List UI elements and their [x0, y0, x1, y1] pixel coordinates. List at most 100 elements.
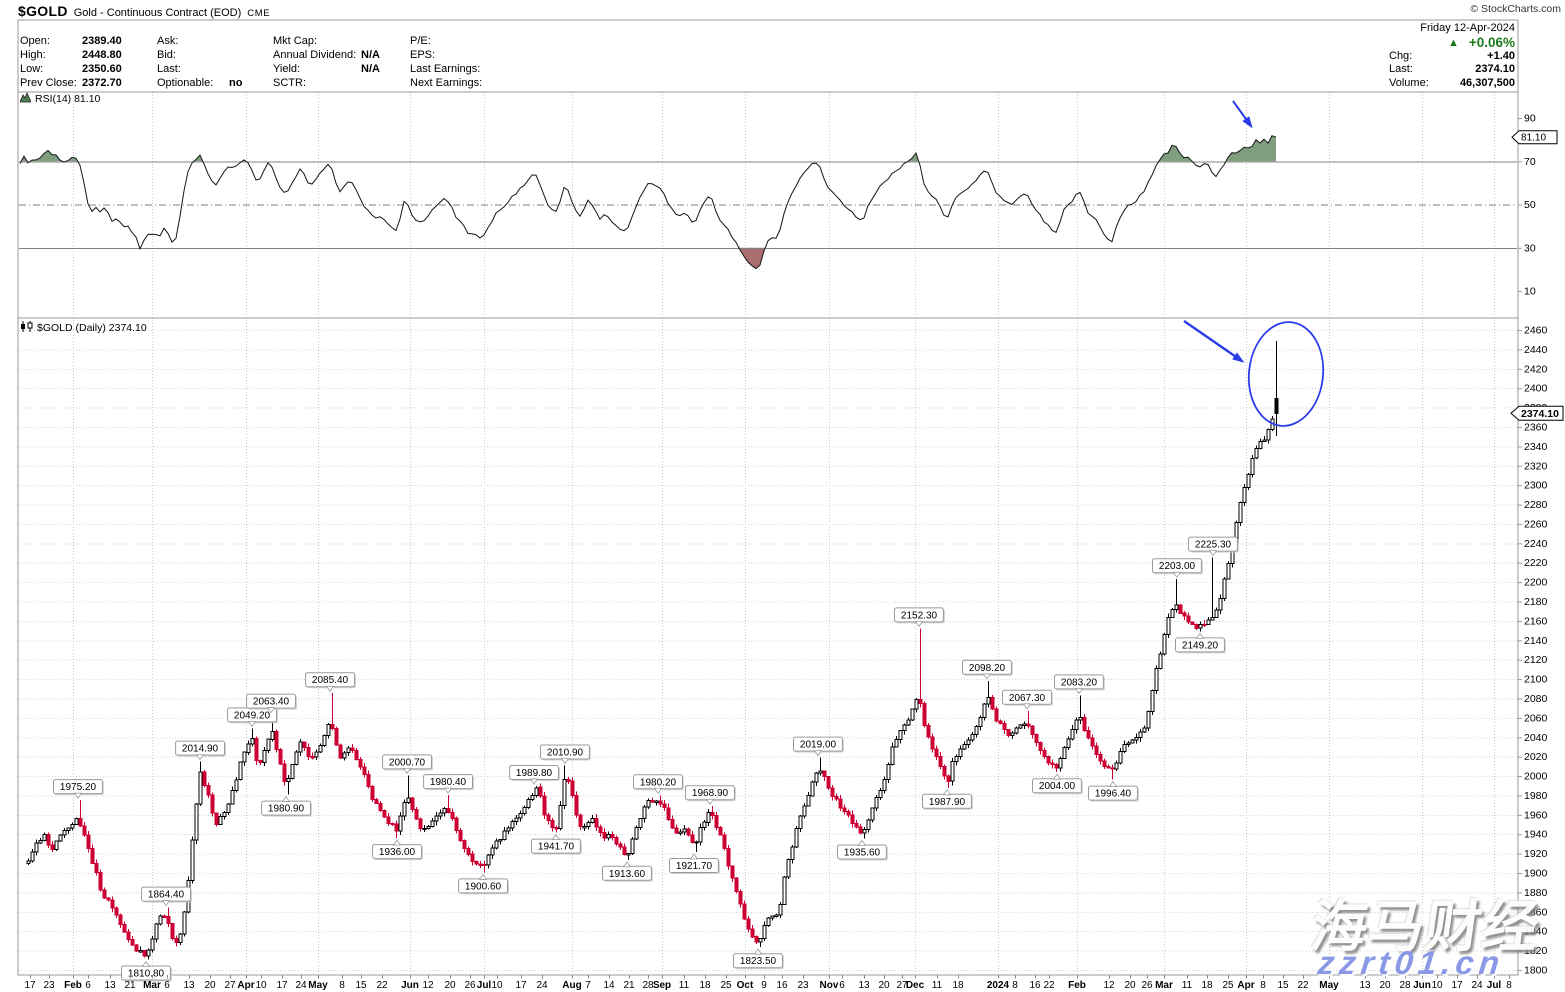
stockcharts-copyright-link[interactable]: © StockCharts.com — [1470, 3, 1561, 15]
optionable-label: Optionable: — [157, 77, 214, 89]
svg-text:21: 21 — [623, 980, 635, 991]
price-label: 2063.40 — [253, 697, 290, 708]
annotation-ellipse — [1247, 321, 1325, 427]
svg-text:2120: 2120 — [1524, 654, 1548, 666]
svg-text:10: 10 — [1431, 980, 1443, 991]
price-label: 1975.20 — [60, 782, 97, 793]
svg-text:Apr: Apr — [1237, 980, 1254, 991]
low-value: 2350.60 — [82, 63, 122, 75]
svg-text:2180: 2180 — [1524, 596, 1548, 608]
price-gridlines — [19, 330, 1517, 971]
quote-date: Friday 12-Apr-2024 — [1420, 22, 1515, 34]
svg-text:15: 15 — [355, 980, 367, 991]
svg-text:11: 11 — [1182, 980, 1193, 991]
last-earnings-label: Last Earnings: — [410, 63, 481, 75]
svg-text:2420: 2420 — [1524, 363, 1548, 375]
mktcap-label: Mkt Cap: — [273, 35, 318, 47]
svg-text:2024: 2024 — [987, 980, 1010, 991]
price-current-value-tag — [1510, 405, 1564, 421]
month-gridlines — [73, 92, 1495, 975]
optionable-value: no — [229, 77, 243, 89]
svg-text:2100: 2100 — [1524, 674, 1548, 686]
open-value: 2389.40 — [82, 35, 122, 47]
svg-text:2300: 2300 — [1524, 480, 1548, 492]
panel-borders — [17, 19, 1519, 976]
price-label: 1810.80 — [128, 969, 165, 980]
svg-text:50: 50 — [1524, 199, 1536, 211]
svg-text:25: 25 — [720, 980, 732, 991]
quote-row-mktcap: Mkt Cap: — [273, 34, 380, 48]
svg-text:1980: 1980 — [1524, 790, 1548, 802]
svg-text:24: 24 — [295, 980, 307, 991]
svg-text:2040: 2040 — [1524, 732, 1548, 744]
svg-text:6: 6 — [164, 980, 170, 991]
svg-text:20: 20 — [204, 980, 216, 991]
pe-label: P/E: — [410, 35, 431, 47]
svg-text:10: 10 — [491, 980, 503, 991]
svg-text:2160: 2160 — [1524, 615, 1548, 627]
svg-text:23: 23 — [797, 980, 809, 991]
open-label: Open: — [20, 35, 50, 47]
svg-text:10: 10 — [1524, 286, 1536, 298]
svg-text:Dec: Dec — [906, 980, 925, 991]
svg-text:Nov: Nov — [820, 980, 839, 991]
eps-label: EPS: — [410, 49, 436, 61]
price-label: 1980.90 — [268, 804, 305, 815]
volume-row: Volume: 46,307,500 — [1389, 77, 1515, 89]
svg-text:13: 13 — [183, 980, 195, 991]
price-label: 2067.30 — [1009, 693, 1046, 704]
svg-text:20: 20 — [444, 980, 456, 991]
svg-text:90: 90 — [1524, 113, 1536, 125]
svg-text:1920: 1920 — [1524, 848, 1548, 860]
svg-text:8: 8 — [1012, 980, 1018, 991]
dividend-value: N/A — [361, 49, 380, 61]
price-label: 1996.40 — [1095, 789, 1132, 800]
price-title-text: $GOLD (Daily) 2374.10 — [37, 322, 147, 334]
quote-column-earnings: P/E: EPS: Last Earnings: Next Earnings: — [410, 34, 506, 90]
svg-text:2400: 2400 — [1524, 383, 1548, 395]
svg-text:20: 20 — [1379, 980, 1391, 991]
svg-text:13: 13 — [858, 980, 870, 991]
svg-text:Mar: Mar — [143, 980, 161, 991]
quote-row-pe: P/E: — [410, 34, 506, 48]
ask-label: Ask: — [157, 35, 179, 47]
chart-header-title: $GOLD Gold - Continuous Contract (EOD) CME — [18, 3, 270, 21]
svg-text:15: 15 — [1277, 980, 1289, 991]
svg-text:22: 22 — [1297, 980, 1309, 991]
price-label: 1864.40 — [148, 890, 185, 901]
svg-text:Apr: Apr — [237, 980, 254, 991]
change-row: Chg: +1.40 — [1389, 50, 1515, 62]
svg-text:17: 17 — [515, 980, 527, 991]
quote-row-high: High: 2448.80 — [20, 48, 122, 62]
quote-row-last: Last: — [157, 62, 242, 76]
yield-label: Yield: — [273, 63, 301, 75]
yield-value: N/A — [361, 63, 380, 75]
svg-text:2020: 2020 — [1524, 751, 1548, 763]
last-price-label: Last: — [1389, 63, 1413, 75]
svg-text:7: 7 — [585, 980, 591, 991]
chg-value: +1.40 — [1487, 50, 1515, 62]
svg-text:May: May — [1319, 980, 1339, 991]
quote-row-prev-close: Prev Close: 2372.70 — [20, 76, 122, 90]
svg-text:81.10: 81.10 — [1521, 133, 1546, 144]
rsi-oversold-fill — [139, 247, 766, 269]
svg-text:11: 11 — [679, 980, 690, 991]
price-label: 2010.90 — [547, 747, 584, 758]
svg-text:2200: 2200 — [1524, 577, 1548, 589]
price-label: 2149.20 — [1182, 640, 1219, 651]
price-label: 2152.30 — [901, 610, 938, 621]
svg-text:Oct: Oct — [737, 980, 754, 991]
candlesticks — [26, 340, 1279, 960]
svg-text:14: 14 — [603, 980, 615, 991]
svg-text:6: 6 — [85, 980, 91, 991]
price-label: 2019.00 — [800, 740, 837, 751]
high-label: High: — [20, 49, 46, 61]
next-earnings-label: Next Earnings: — [410, 77, 483, 89]
svg-text:16: 16 — [776, 980, 788, 991]
exchange-label: CME — [247, 8, 271, 19]
svg-text:12: 12 — [422, 980, 434, 991]
quote-row-sctr: SCTR: — [273, 76, 380, 90]
svg-text:30: 30 — [1524, 242, 1536, 254]
price-callout-labels — [53, 536, 1239, 982]
svg-text:18: 18 — [699, 980, 711, 991]
